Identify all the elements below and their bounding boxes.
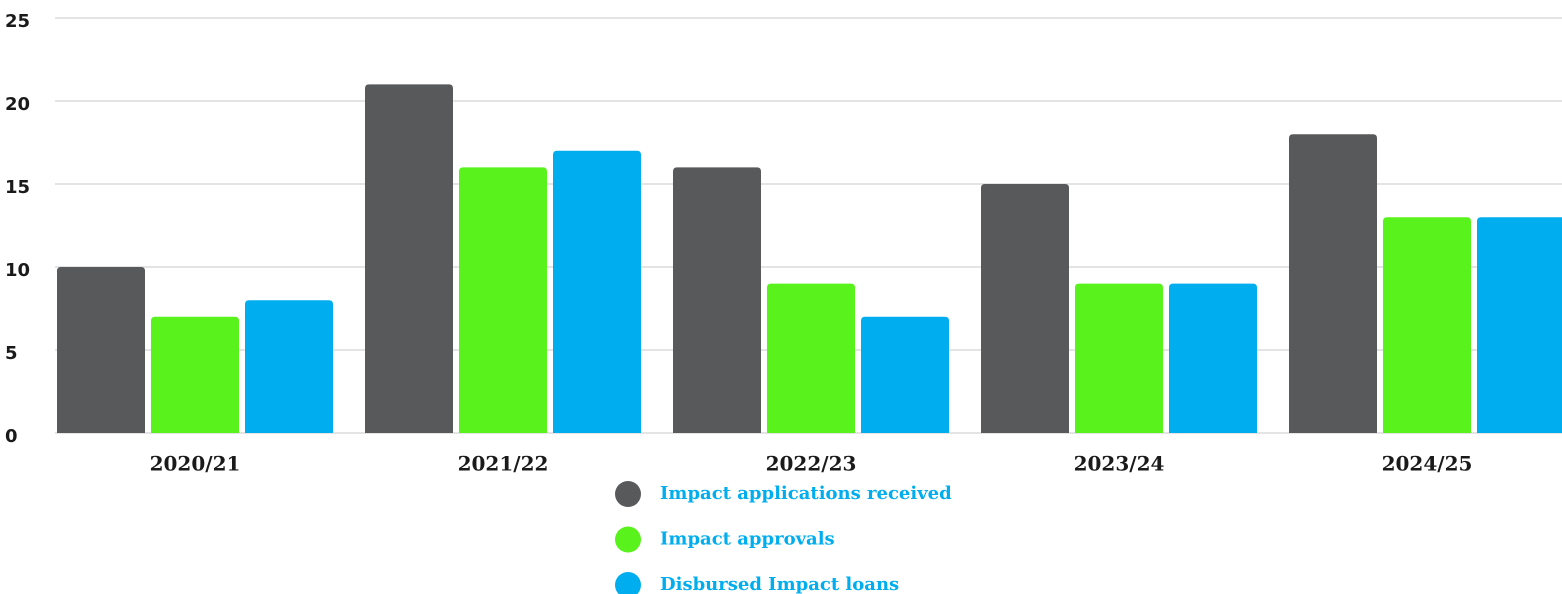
bar xyxy=(673,167,761,433)
y-tick-label: 15 xyxy=(5,177,30,198)
legend-swatch xyxy=(615,481,641,507)
bar xyxy=(459,167,547,433)
bar xyxy=(57,267,145,433)
bar xyxy=(1289,134,1377,433)
x-tick-label: 2021/22 xyxy=(458,452,549,476)
x-tick-label: 2023/24 xyxy=(1074,452,1165,476)
y-tick-label: 0 xyxy=(5,426,18,447)
bar xyxy=(1169,283,1257,433)
legend-label: Impact applications received xyxy=(660,483,952,504)
bar xyxy=(1477,217,1562,433)
bar xyxy=(767,283,855,433)
bar xyxy=(245,300,333,433)
x-tick-label: 2024/25 xyxy=(1382,452,1473,476)
bar xyxy=(553,150,641,434)
y-tick-label: 10 xyxy=(5,260,30,281)
bar xyxy=(365,84,453,434)
x-tick-label: 2020/21 xyxy=(150,452,241,476)
bar xyxy=(861,316,949,433)
y-tick-label: 25 xyxy=(5,11,30,32)
y-tick-label: 20 xyxy=(5,94,30,115)
legend-label: Disbursed Impact loans xyxy=(660,574,899,594)
y-tick-label: 5 xyxy=(5,343,18,364)
bar xyxy=(981,184,1069,433)
legend-swatch xyxy=(615,526,641,553)
x-tick-label: 2022/23 xyxy=(766,452,857,476)
legend-label: Impact approvals xyxy=(660,529,835,550)
legend-swatch xyxy=(615,572,641,594)
bar xyxy=(151,316,239,433)
bar xyxy=(1075,283,1163,433)
bar xyxy=(1383,217,1471,433)
